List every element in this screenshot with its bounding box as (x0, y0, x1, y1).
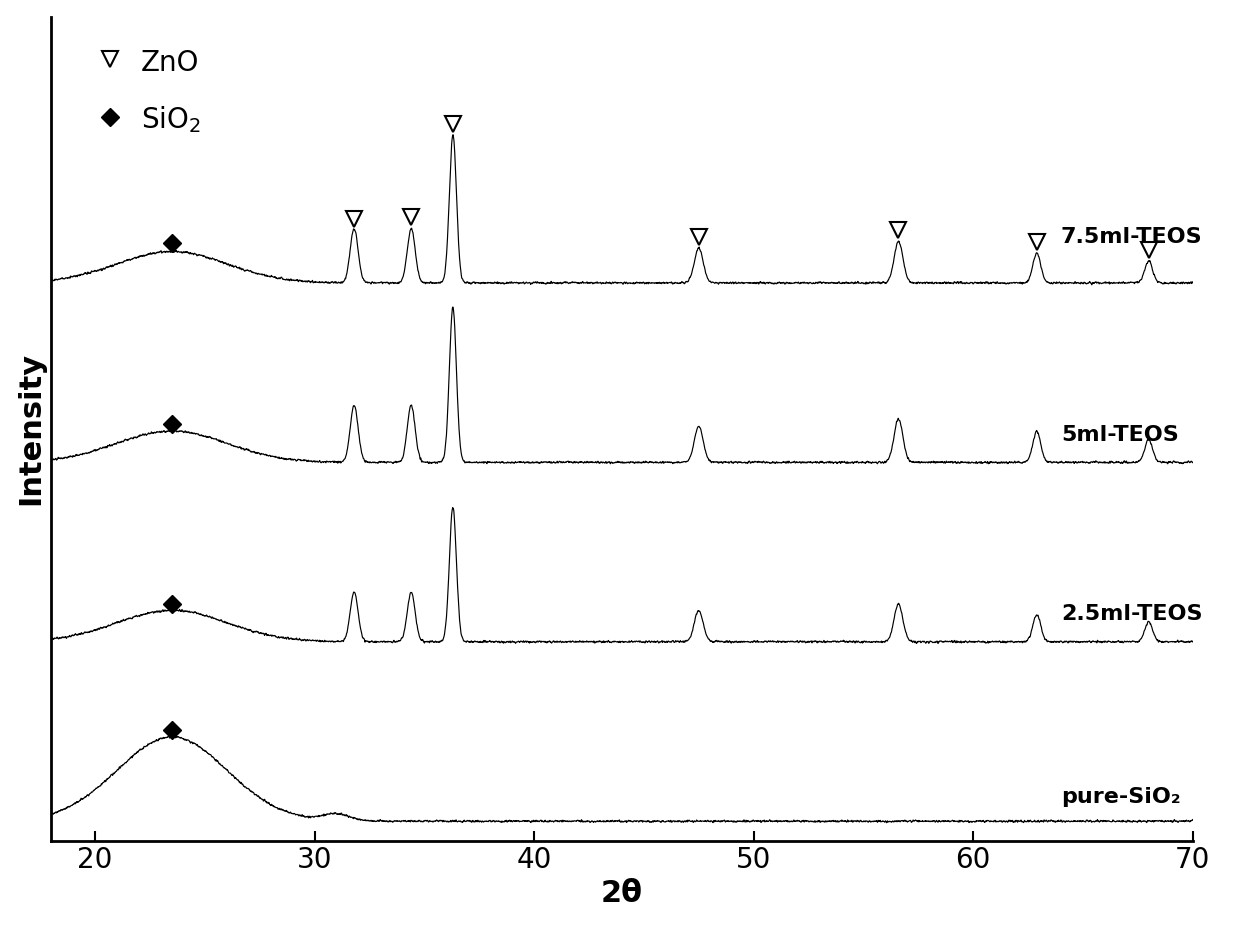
Legend: ZnO, SiO$_2$: ZnO, SiO$_2$ (88, 39, 208, 143)
Text: 5ml-TEOS: 5ml-TEOS (1061, 426, 1179, 445)
Text: 7.5ml-TEOS: 7.5ml-TEOS (1061, 227, 1203, 247)
Y-axis label: Intensity: Intensity (16, 352, 46, 505)
Text: 2.5ml-TEOS: 2.5ml-TEOS (1061, 604, 1203, 624)
X-axis label: 2θ: 2θ (601, 880, 642, 908)
Text: pure-SiO₂: pure-SiO₂ (1061, 787, 1180, 808)
